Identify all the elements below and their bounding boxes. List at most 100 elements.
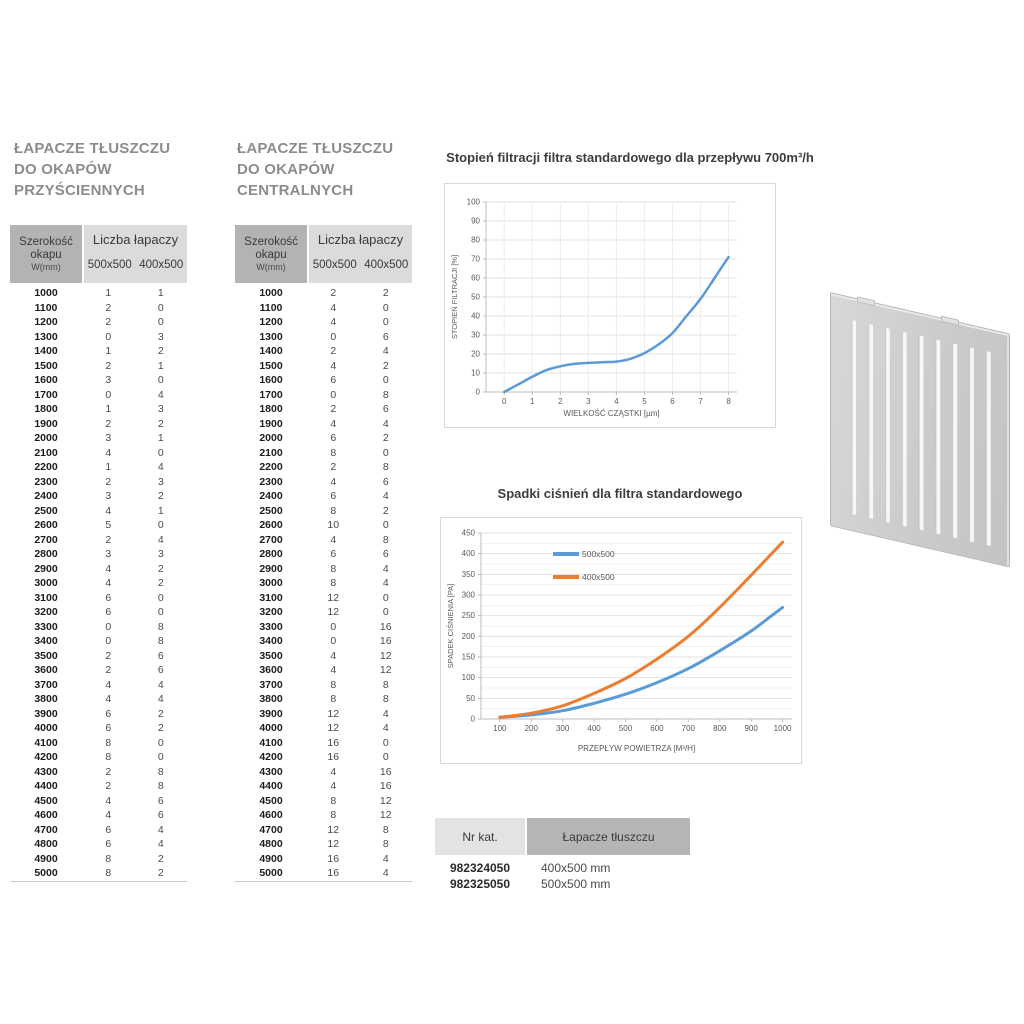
filtration-chart: 0 10 20 30 40 50 60 70 80 90 100 0 1 2 3 4 5 6 7 8 STOPIEŃ F… [444,183,776,428]
count-500x500-cell: 3 [105,374,112,386]
hood-width-cell: 1500 [34,359,58,372]
count-500x500-cell: 8 [330,577,337,589]
table-row: 4200 16 0 [235,750,412,765]
hood-width-cell: 2900 [259,562,283,575]
table-row: 4300 4 16 [235,765,412,780]
count-400x500-cell: 4 [157,678,164,691]
x-tick-label: 6 [670,397,675,406]
count-500x500-cell: 2 [330,287,337,299]
table-row: 1500 4 2 [235,359,412,374]
count-400x500-cell: 2 [157,852,164,865]
title-line: ŁAPACZE TŁUSZCZU [237,140,394,157]
count-400x500-cell: 8 [382,388,389,401]
catalog-number-header: Nr kat. [435,818,525,855]
y-tick-label: 300 [462,591,476,600]
table-row: 1400 2 4 [235,344,412,359]
count-400x500-cell: 0 [382,316,389,328]
y-tick-label: 400 [462,549,476,558]
count-500x500-cell: 16 [327,751,340,763]
count-500x500-cell: 2 [105,649,112,662]
count-400x500-cell: 0 [157,374,164,386]
hood-width-cell: 2800 [34,548,58,560]
count-400x500-cell: 0 [157,316,164,328]
hood-width-cell: 3700 [259,678,283,691]
count-500x500-cell: 4 [330,417,337,430]
hood-width-cell: 4400 [259,780,283,792]
table-row: 3800 8 8 [235,692,412,707]
x-tick-label: 0 [502,397,507,406]
count-500x500-cell: 0 [105,388,112,401]
legend-label: 500x500 [582,549,615,559]
hood-width-cell: 3200 [34,606,58,618]
trap-size: 500x500 mm [541,877,611,891]
table-row: 2100 4 0 [10,446,187,461]
count-400x500-cell: 0 [157,301,164,314]
count-500x500-cell: 12 [327,606,340,618]
column-header-500x500: 500x500 [87,259,132,271]
table-row: 1700 0 4 [10,388,187,403]
count-500x500-cell: 12 [327,722,340,734]
x-tick-label: 3 [586,397,591,406]
count-400x500-cell: 8 [157,765,164,778]
table-row: 3200 6 0 [10,605,187,620]
hood-width-cell: 4000 [34,722,58,734]
count-500x500-cell: 2 [105,780,112,792]
table-row: 4100 8 0 [10,736,187,751]
y-tick-label: 20 [471,350,480,359]
table-row: 2400 3 2 [10,489,187,504]
table-row: 3000 8 4 [235,576,412,591]
hood-width-cell: 4200 [259,751,283,763]
table-row: 2300 2 3 [10,475,187,490]
table-row: 2800 3 3 [10,547,187,562]
hood-width-cell: 2200 [34,461,58,473]
catalog-row: 982324050 400x500 mm [435,860,690,876]
y-axis-title: STOPIEŃ FILTRACJI [%] [450,255,459,339]
catalog-number: 982324050 [449,861,511,875]
hood-width-cell: 4000 [259,722,283,734]
count-500x500-cell: 3 [105,490,112,502]
count-500x500-cell: 2 [105,533,112,546]
hood-width-cell: 1300 [259,330,283,343]
count-400x500-cell: 0 [382,606,389,618]
count-400x500-cell: 4 [382,577,389,589]
hood-width-cell: 4600 [34,809,58,821]
header-group-label: Liczba łapaczy [92,232,179,247]
hood-width-cell: 3200 [259,606,283,618]
hood-width-cell: 1900 [34,417,58,430]
hood-width-cell: 5000 [259,867,283,879]
table-row: 1400 1 2 [10,344,187,359]
hood-width-cell: 3400 [259,635,283,647]
hood-width-cell: 1700 [34,388,58,401]
table-row: 4300 2 8 [10,765,187,780]
count-400x500-cell: 8 [157,620,164,633]
count-400x500-cell: 2 [157,707,164,720]
series-line-400x500 [498,540,785,719]
count-500x500-cell: 2 [105,316,112,328]
count-500x500-cell: 2 [105,301,112,314]
table-row: 5000 16 4 [235,866,412,881]
count-400x500-cell: 2 [157,490,164,502]
count-400x500-cell: 8 [382,693,389,705]
count-500x500-cell: 8 [330,446,337,459]
table-row: 1300 0 3 [10,330,187,345]
catalog-body: 982324050 400x500 mm 982325050 500x500 mm [435,860,690,892]
count-500x500-cell: 4 [330,359,337,372]
count-500x500-cell: 8 [330,794,337,807]
count-400x500-cell: 0 [157,446,164,459]
count-500x500-cell: 10 [327,519,340,531]
count-500x500-cell: 5 [105,519,112,531]
hood-width-cell: 4900 [259,852,283,865]
hood-width-cell: 1800 [259,403,283,415]
count-400x500-cell: 16 [379,635,392,647]
table-row: 3500 2 6 [10,649,187,664]
hood-width-cell: 1500 [259,359,283,372]
count-500x500-cell: 12 [327,838,340,850]
count-500x500-cell: 12 [327,823,340,836]
table-row: 2000 6 2 [235,431,412,446]
y-axis-title: SPADEK CIŚNIENIA [PA] [446,584,455,669]
table-row: 1100 2 0 [10,301,187,316]
hood-width-cell: 3100 [259,591,283,604]
central-hoods-table: Szerokość okapu W(mm) Liczba łapaczy 500… [235,225,412,882]
hood-width-cell: 4800 [259,838,283,850]
table-row: 2400 6 4 [235,489,412,504]
